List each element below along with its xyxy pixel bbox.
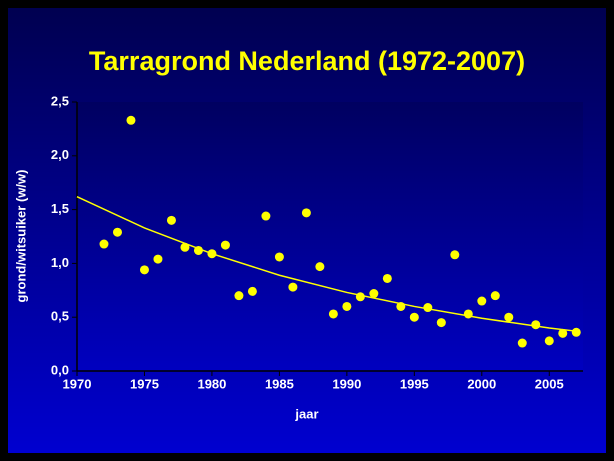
data-point [490, 291, 500, 301]
data-point [544, 336, 554, 346]
data-point [450, 250, 460, 260]
y-tick-label: 2,5 [51, 93, 69, 108]
x-tick-label: 2000 [467, 376, 496, 391]
data-point [274, 252, 284, 262]
data-point [328, 309, 338, 319]
data-point [436, 318, 446, 328]
data-point [234, 291, 244, 301]
x-tick-label: 1970 [63, 376, 92, 391]
data-point [288, 282, 298, 292]
data-point [99, 239, 109, 249]
data-point [153, 254, 163, 264]
data-point [531, 320, 541, 330]
data-point [477, 296, 487, 306]
data-point [315, 262, 325, 272]
data-point [571, 327, 581, 337]
y-tick-label: 2,0 [51, 147, 69, 162]
data-point [517, 338, 527, 348]
data-point [355, 292, 365, 302]
data-point [558, 328, 568, 338]
data-point [220, 240, 230, 250]
x-tick-label: 1985 [265, 376, 294, 391]
x-tick-label: 1980 [197, 376, 226, 391]
x-tick-label: 1975 [130, 376, 159, 391]
x-tick-label: 2005 [535, 376, 564, 391]
data-point [342, 301, 352, 311]
x-axis-label: jaar [294, 406, 318, 421]
data-point [301, 208, 311, 218]
data-point [112, 227, 122, 237]
x-tick-label: 1995 [400, 376, 429, 391]
data-point [166, 215, 176, 225]
data-point [247, 286, 257, 296]
trend-line [76, 196, 577, 332]
y-tick-label: 1,5 [51, 201, 69, 216]
y-tick-label: 1,0 [51, 255, 69, 270]
data-point [369, 289, 379, 299]
chart-title: Tarragrond Nederland (1972-2007) [89, 46, 525, 76]
data-point [504, 312, 514, 322]
plot-area [77, 102, 583, 371]
data-point [261, 211, 271, 221]
y-tick-label: 0,0 [51, 362, 69, 377]
data-point [139, 265, 149, 275]
data-point [382, 273, 392, 283]
data-point [409, 312, 419, 322]
y-tick-label: 0,5 [51, 309, 69, 324]
y-axis-label: grond/witsuiker (w/w) [13, 170, 28, 303]
x-tick-label: 1990 [332, 376, 361, 391]
data-point [126, 115, 136, 125]
